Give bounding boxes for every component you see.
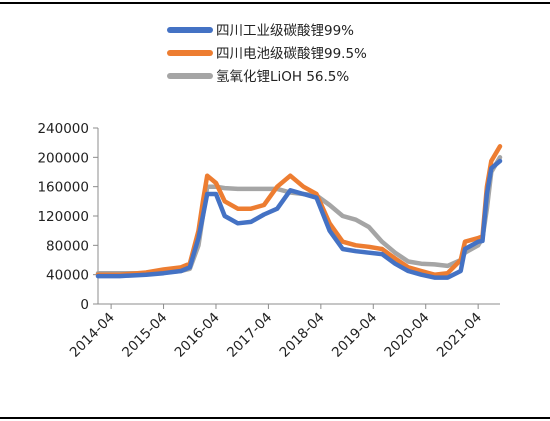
axes: 0 40000 80000 120000 160000 200000 240000 2014-…	[37, 121, 500, 361]
y-tick-label: 80000	[46, 238, 89, 254]
bottom-rule	[0, 417, 550, 419]
top-rule	[0, 2, 550, 4]
x-tick-label: 2015-04	[119, 310, 170, 361]
x-tick-label: 2014-04	[67, 310, 118, 361]
legend: 四川工业级碳酸锂99% 四川电池级碳酸锂99.5% 氢氧化锂LiOH 56.5%	[167, 23, 367, 85]
x-tick-label: 2016-04	[172, 310, 223, 361]
series-line-1	[95, 144, 503, 277]
y-tick-label: 200000	[37, 150, 89, 166]
x-tick-label: 2017-04	[224, 310, 275, 361]
y-tick-label: 160000	[37, 180, 89, 196]
legend-entry: 氢氧化锂LiOH 56.5%	[216, 69, 349, 85]
series-layer	[95, 144, 503, 280]
series-line-2	[95, 155, 503, 276]
x-tick-label: 2021-04	[434, 310, 485, 361]
y-tick-label: 120000	[37, 209, 89, 225]
y-tick-label: 40000	[46, 268, 89, 284]
x-tick-label: 2020-04	[381, 310, 432, 361]
y-tick-label: 0	[80, 297, 89, 313]
x-tick-label: 2019-04	[329, 310, 380, 361]
x-tick-label: 2018-04	[276, 310, 327, 361]
y-tick-label: 240000	[37, 121, 89, 137]
series-line-0	[95, 158, 503, 280]
legend-entry: 四川工业级碳酸锂99%	[216, 23, 354, 39]
legend-entry: 四川电池级碳酸锂99.5%	[216, 46, 367, 62]
